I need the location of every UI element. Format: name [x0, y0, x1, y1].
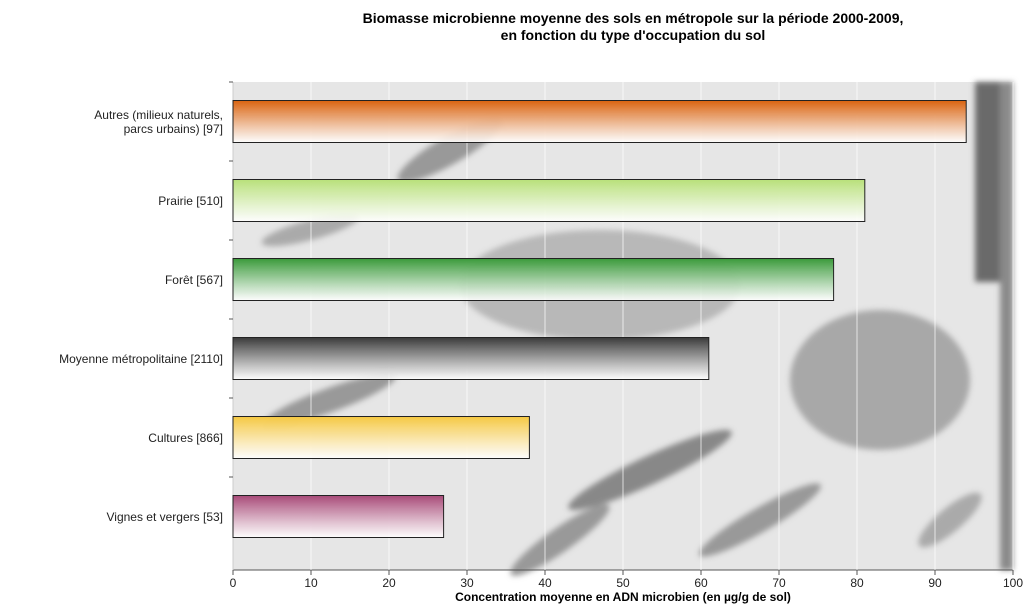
- x-tick-label: 10: [304, 576, 318, 590]
- y-tick-label: Cultures [866]: [148, 430, 223, 445]
- x-axis-label: Concentration moyenne en ADN microbien (…: [455, 590, 791, 604]
- y-tick-label: Vignes et vergers [53]: [106, 509, 223, 524]
- bar: [232, 100, 967, 143]
- x-tick-label: 30: [460, 576, 474, 590]
- bar: [232, 416, 530, 459]
- y-tick-label: Forêt [567]: [164, 272, 223, 287]
- x-tick-label: 40: [538, 576, 552, 590]
- bar: [232, 258, 835, 301]
- bar: [232, 337, 710, 380]
- x-tick-label: 100: [1003, 576, 1023, 590]
- x-tick-label: 50: [616, 576, 630, 590]
- x-tick-label: 70: [772, 576, 786, 590]
- y-tick-label: Moyenne métropolitaine [2110]: [59, 351, 223, 366]
- chart-title: Biomasse microbienne moyenne des sols en…: [362, 10, 904, 43]
- x-tick-label: 0: [230, 576, 237, 590]
- photo-texture: [261, 82, 1013, 576]
- x-tick-label: 80: [850, 576, 864, 590]
- y-tick-label: Autres (milieux naturels, parcs urbains)…: [94, 107, 223, 136]
- y-tick-label: Prairie [510]: [158, 193, 223, 208]
- x-tick-label: 90: [928, 576, 942, 590]
- x-tick-label: 60: [694, 576, 708, 590]
- x-tick-label: 20: [382, 576, 396, 590]
- bar: [232, 495, 445, 538]
- bar: [232, 179, 866, 222]
